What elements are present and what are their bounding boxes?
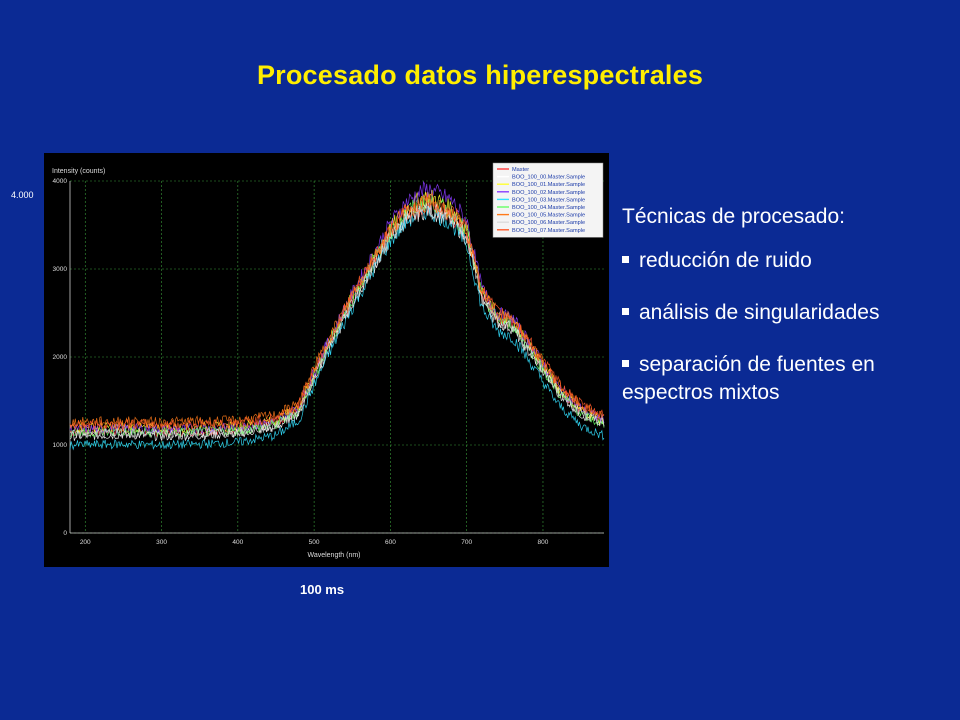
bullet-text: análisis de singularidades	[639, 301, 880, 324]
chart-legend: Master BOO_100_00.Master.SampleBOO_100_01…	[492, 162, 604, 238]
x-tick-label: 600	[385, 539, 396, 546]
x-tick-label: 400	[232, 539, 243, 546]
bullet-item: análisis de singularidades	[622, 299, 952, 327]
x-tick-label: 300	[156, 539, 167, 546]
x-tick-label: 800	[538, 539, 549, 546]
y-annotation-4000: 4.000	[11, 190, 34, 200]
bullet-text: separación de fuentes en espectros mixto…	[622, 353, 875, 404]
y-tick-label: 1000	[53, 442, 68, 449]
x-tick-label: 700	[461, 539, 472, 546]
legend-entry: BOO_100_07.Master.Sample	[512, 228, 585, 234]
chart-series	[69, 180, 605, 451]
spectrum-chart-svg: 200 300 400 500 600 700 800 0 1000 2000 3000 4000 I…	[44, 153, 609, 567]
bullet-square-icon	[622, 360, 629, 368]
y-tick-label: 0	[63, 530, 67, 537]
chart-axes: 200 300 400 500 600 700 800 0 1000 2000 3000 4000	[53, 178, 604, 546]
spectrum-chart: 200 300 400 500 600 700 800 0 1000 2000 3000 4000 I…	[44, 153, 609, 567]
x-axis-label: Wavelength (nm)	[307, 552, 360, 559]
legend-entry: BOO_100_01.Master.Sample	[512, 182, 585, 188]
series-line	[69, 204, 605, 451]
x-tick-label: 500	[309, 539, 320, 546]
series-line	[69, 180, 605, 435]
y-tick-label: 4000	[53, 178, 68, 185]
bullet-square-icon	[622, 256, 629, 264]
techniques-panel: Técnicas de procesado: reducción de ruid…	[622, 205, 952, 431]
series-line	[69, 197, 604, 438]
y-tick-label: 3000	[53, 266, 68, 273]
bullet-item: separación de fuentes en espectros mixto…	[622, 351, 952, 407]
bullet-square-icon	[622, 308, 629, 316]
bullet-item: reducción de ruido	[622, 247, 952, 275]
legend-entry: BOO_100_04.Master.Sample	[512, 205, 585, 211]
chart-caption: 100 ms	[300, 582, 345, 597]
series-line	[69, 203, 605, 440]
slide-title: Procesado datos hiperespectrales	[256, 60, 704, 90]
legend-entry: BOO_100_02.Master.Sample	[512, 190, 585, 196]
techniques-heading: Técnicas de procesado:	[622, 205, 845, 228]
y-axis-label: Intensity (counts)	[52, 168, 105, 175]
legend-entry: BOO_100_05.Master.Sample	[512, 213, 585, 219]
chart-grid	[70, 180, 604, 534]
legend-entry: BOO_100_00.Master.Sample	[512, 175, 585, 181]
legend-box	[492, 162, 604, 238]
series-line	[69, 192, 605, 431]
legend-entry: Master	[512, 167, 529, 173]
bullet-text: reducción de ruido	[639, 249, 812, 272]
series-line	[69, 194, 605, 428]
y-tick-label: 2000	[53, 354, 68, 361]
legend-entry: BOO_100_06.Master.Sample	[512, 220, 585, 226]
x-tick-label: 200	[80, 539, 91, 546]
legend-entry: BOO_100_03.Master.Sample	[512, 197, 585, 203]
